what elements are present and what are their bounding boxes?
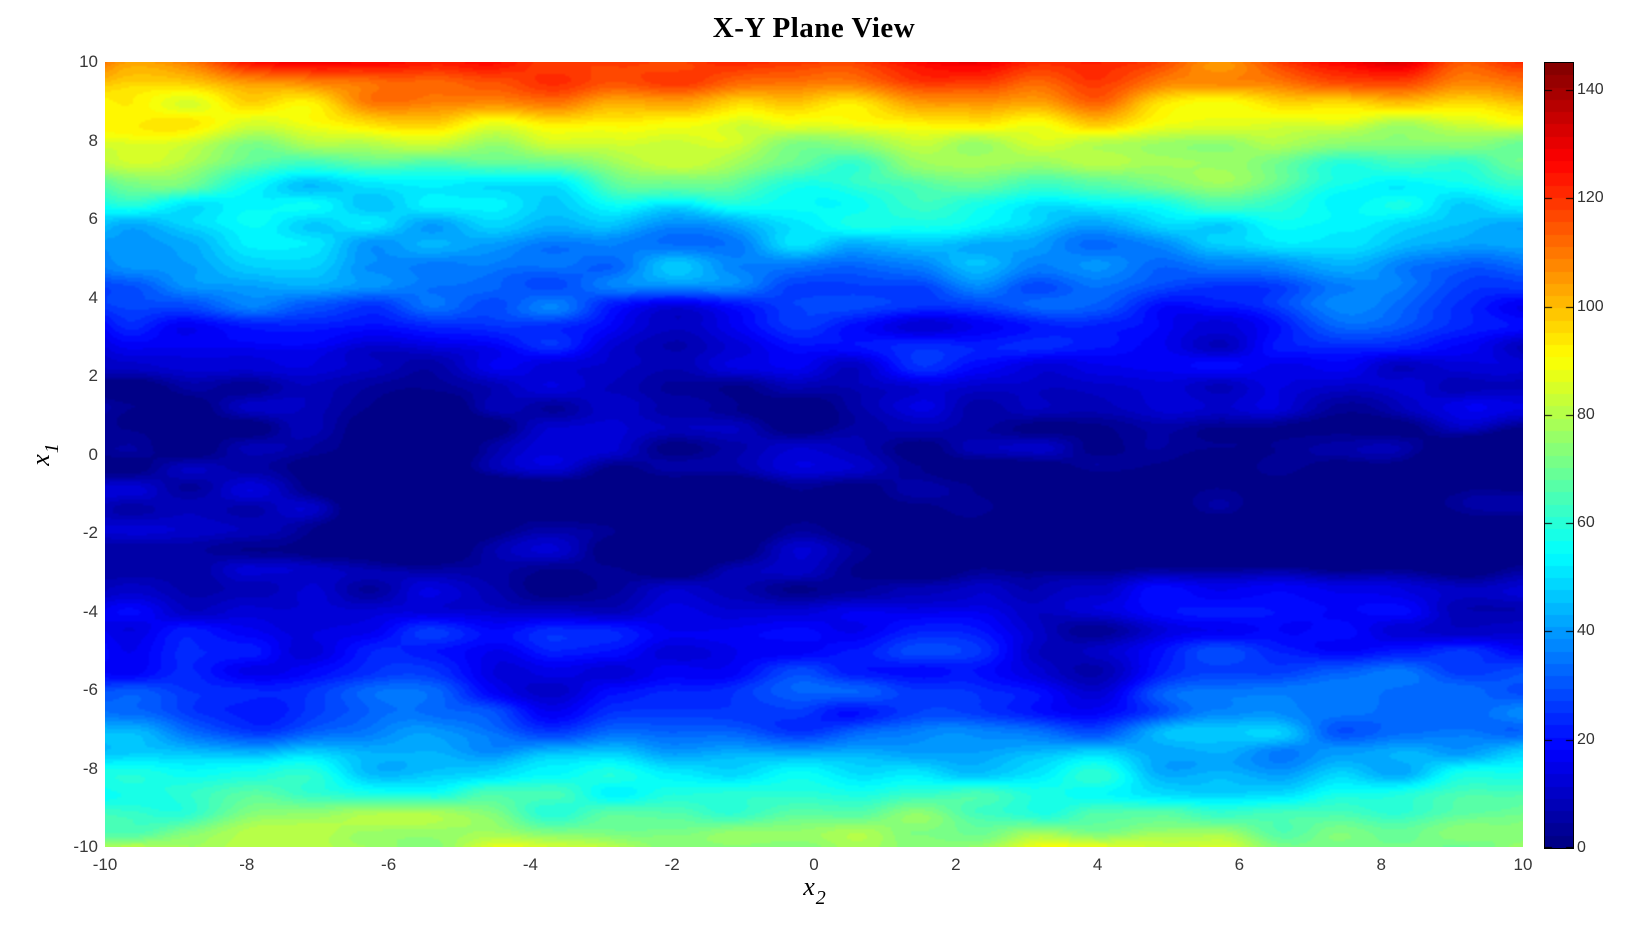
y-tick-label: -2: [82, 523, 98, 542]
colorbar-tick-labels: 0 20 40 60 80 100 120 140: [1577, 63, 1627, 856]
y-axis-label-subscript: 1: [41, 443, 63, 454]
colorbar-tick-label: 40: [1577, 622, 1595, 640]
heatmap-canvas: [105, 62, 1523, 847]
x-tick-label: 6: [1234, 855, 1245, 874]
colorbar-tick-label: 20: [1577, 730, 1595, 748]
y-tick-label: -8: [82, 758, 98, 778]
colorbar-tick-label: 60: [1577, 514, 1595, 532]
y-axis-label-main: x: [26, 454, 55, 466]
colorbar: [1544, 62, 1574, 849]
x-tick-label: 2: [951, 855, 961, 874]
y-tick-label: -10: [73, 837, 98, 856]
y-tick-label: 0: [88, 444, 98, 464]
x-axis-label: x2: [105, 872, 1523, 909]
x-tick-label: -2: [664, 855, 680, 874]
y-axis-label: x1: [26, 420, 72, 490]
y-tick-label: 2: [88, 366, 98, 385]
y-tick-label: 8: [88, 130, 98, 150]
x-axis-label-subscript: 2: [815, 887, 826, 909]
y-axis-tick-labels: -10 -8 -6 -4 -2 0 2 4 6 8 10: [0, 52, 100, 856]
colorbar-tick-label: 120: [1577, 189, 1604, 207]
y-tick-label: 10: [79, 52, 98, 71]
x-axis-label-main: x: [803, 872, 815, 901]
x-tick-label: -6: [381, 855, 397, 874]
colorbar-tick-label: 100: [1577, 297, 1604, 315]
x-tick-label: 10: [1513, 855, 1533, 874]
x-tick-label: 4: [1092, 855, 1103, 874]
x-tick-label: -10: [92, 855, 118, 874]
x-axis-tick-labels: -10 -8 -6 -4 -2 0 2 4 6 8 10: [0, 855, 1632, 877]
y-tick-label: -4: [82, 601, 98, 621]
y-tick-label: 4: [88, 287, 98, 307]
colorbar-canvas: [1545, 63, 1573, 848]
x-tick-label: 8: [1376, 855, 1386, 874]
x-tick-label: -8: [239, 855, 255, 874]
colorbar-tick-label: 80: [1577, 405, 1595, 423]
x-tick-label: 0: [809, 855, 819, 874]
colorbar-tick-label: 0: [1577, 839, 1586, 856]
chart-title: X-Y Plane View: [712, 12, 916, 44]
y-tick-label: 6: [88, 209, 98, 228]
x-tick-label: -4: [522, 855, 538, 874]
y-tick-label: -6: [82, 680, 98, 699]
colorbar-tick-label: 140: [1577, 81, 1604, 99]
